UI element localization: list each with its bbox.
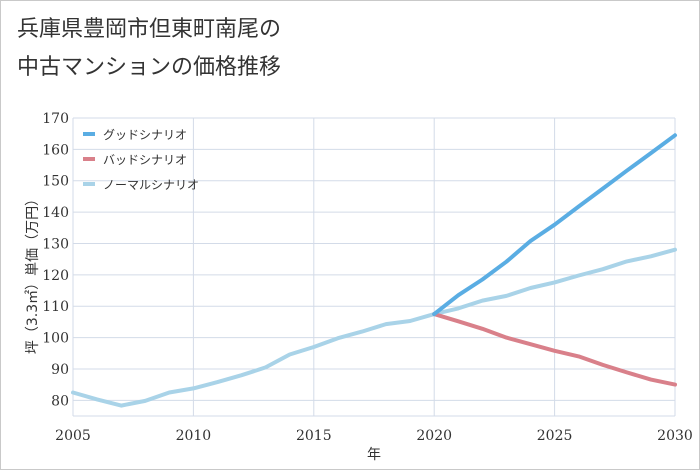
y-tick-label-80: 80 (51, 393, 69, 409)
legend-item-0: グッドシナリオ (83, 128, 187, 142)
x-tick-label-2025: 2025 (537, 428, 573, 444)
x-tick-label-2015: 2015 (296, 428, 332, 444)
y-tick-label-150: 150 (42, 174, 69, 190)
chart-title-line-2: 中古マンションの価格推移 (17, 55, 282, 80)
y-tick-labels: 80 90 100 110 120 130 140 150 160 170 (42, 111, 69, 409)
chart-title-line-1: 兵庫県豊岡市但東町南尾の (17, 17, 282, 42)
x-axis-title: 年 (367, 447, 381, 463)
y-tick-label-100: 100 (42, 331, 69, 347)
x-tick-label-2020: 2020 (416, 428, 452, 444)
legend-item-2: ノーマルシナリオ (83, 178, 199, 192)
legend-label-0: グッドシナリオ (103, 128, 187, 142)
legend-item-1: バッドシナリオ (83, 153, 187, 167)
y-tick-label-110: 110 (42, 299, 69, 315)
legend-label-2: ノーマルシナリオ (103, 178, 199, 192)
y-tick-label-90: 90 (51, 362, 69, 378)
chart-title: 兵庫県豊岡市但東町南尾の 中古マンションの価格推移 (17, 11, 281, 87)
y-tick-label-140: 140 (42, 205, 69, 221)
series-lines (71, 133, 677, 408)
series-line-1 (432, 312, 677, 387)
x-tick-label-2010: 2010 (176, 428, 212, 444)
y-axis-title: 坪（3.3㎡）単価（万円） (25, 192, 41, 354)
x-tick-label-2005: 2005 (55, 428, 91, 444)
series-line-0 (432, 133, 677, 317)
x-tick-labels: 2005 2010 2015 2020 2025 2030 (55, 428, 693, 444)
y-tick-label-170: 170 (42, 111, 69, 127)
y-tick-label-160: 160 (42, 142, 69, 158)
series-line-2 (71, 247, 677, 408)
y-tick-label-130: 130 (42, 236, 69, 252)
legend-label-1: バッドシナリオ (103, 153, 187, 167)
y-tick-label-120: 120 (42, 268, 69, 284)
x-tick-label-2030: 2030 (657, 428, 693, 444)
grid-lines (72, 117, 676, 417)
